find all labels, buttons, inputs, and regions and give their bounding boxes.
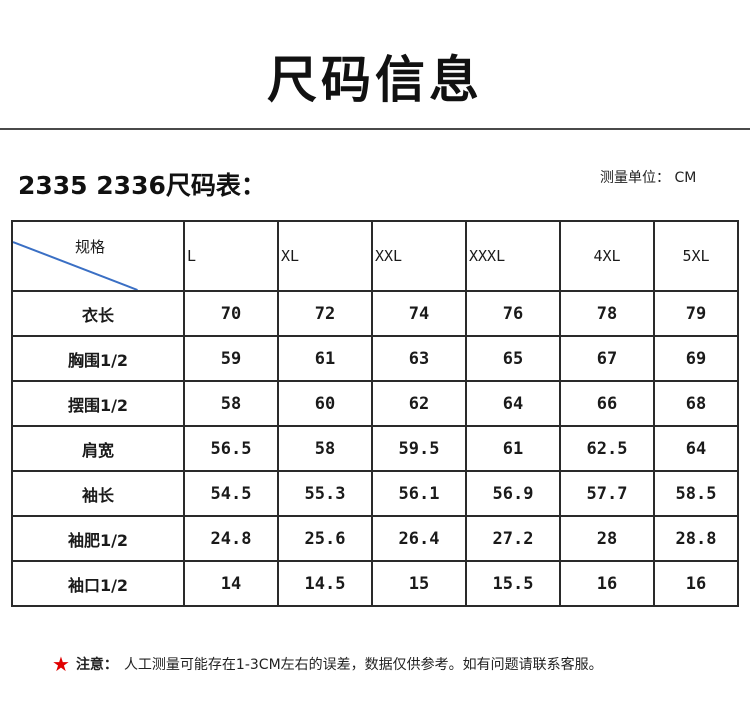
size-header-5xl: 5XL xyxy=(653,220,739,292)
table-cell: 56.9 xyxy=(465,470,561,517)
size-table-heading: 2335 2336尺码表： xyxy=(18,171,266,200)
note-label: 注意： xyxy=(75,657,118,673)
diagonal-line xyxy=(13,241,138,290)
page-title: 尺码信息 xyxy=(267,51,483,109)
table-cell: 14.5 xyxy=(277,560,373,607)
row-label: 肩宽 xyxy=(11,425,185,472)
table-cell: 66 xyxy=(559,380,655,427)
table-cell: 16 xyxy=(653,560,739,607)
table-cell: 57.7 xyxy=(559,470,655,517)
star-icon: ★ xyxy=(52,652,70,676)
table-cell: 55.3 xyxy=(277,470,373,517)
table-cell: 58 xyxy=(183,380,279,427)
table-row: 衣长 70 72 74 76 78 79 xyxy=(11,290,739,337)
table-cell: 28.8 xyxy=(653,515,739,562)
table-cell: 28 xyxy=(559,515,655,562)
size-chart-table: 规格 L XL XXL XXXL 4XL 5XL 衣长 70 72 74 76 … xyxy=(11,220,739,607)
table-row: 肩宽 56.5 58 59.5 61 62.5 64 xyxy=(11,425,739,472)
table-cell: 15.5 xyxy=(465,560,561,607)
size-header-xl: XL xyxy=(277,220,373,292)
size-header-l: L xyxy=(183,220,279,292)
table-cell: 60 xyxy=(277,380,373,427)
table-cell: 72 xyxy=(277,290,373,337)
corner-cell: 规格 xyxy=(11,220,185,292)
table-cell: 65 xyxy=(465,335,561,382)
table-cell: 56.5 xyxy=(183,425,279,472)
table-cell: 16 xyxy=(559,560,655,607)
row-label: 胸围1/2 xyxy=(11,335,185,382)
size-header-xxxl: XXXL xyxy=(465,220,561,292)
table-cell: 59.5 xyxy=(371,425,467,472)
table-header-row: 规格 L XL XXL XXXL 4XL 5XL xyxy=(11,220,739,292)
table-cell: 63 xyxy=(371,335,467,382)
row-label: 衣长 xyxy=(11,290,185,337)
table-row: 袖肥1/2 24.8 25.6 26.4 27.2 28 28.8 xyxy=(11,515,739,562)
table-cell: 27.2 xyxy=(465,515,561,562)
table-cell: 64 xyxy=(653,425,739,472)
table-row: 胸围1/2 59 61 63 65 67 69 xyxy=(11,335,739,382)
table-cell: 59 xyxy=(183,335,279,382)
table-cell: 62.5 xyxy=(559,425,655,472)
table-row: 摆围1/2 58 60 62 64 66 68 xyxy=(11,380,739,427)
row-label: 摆围1/2 xyxy=(11,380,185,427)
table-cell: 78 xyxy=(559,290,655,337)
table-cell: 79 xyxy=(653,290,739,337)
table-cell: 14 xyxy=(183,560,279,607)
table-cell: 69 xyxy=(653,335,739,382)
table-cell: 25.6 xyxy=(277,515,373,562)
table-cell: 15 xyxy=(371,560,467,607)
table-cell: 61 xyxy=(277,335,373,382)
size-header-4xl: 4XL xyxy=(559,220,655,292)
table-cell: 70 xyxy=(183,290,279,337)
table-cell: 61 xyxy=(465,425,561,472)
table-row: 袖长 54.5 55.3 56.1 56.9 57.7 58.5 xyxy=(11,470,739,517)
table-cell: 64 xyxy=(465,380,561,427)
table-cell: 26.4 xyxy=(371,515,467,562)
table-cell: 68 xyxy=(653,380,739,427)
row-label: 袖长 xyxy=(11,470,185,517)
table-cell: 54.5 xyxy=(183,470,279,517)
row-label: 袖肥1/2 xyxy=(11,515,185,562)
measurement-unit: 测量单位： CM xyxy=(600,170,697,186)
size-header-xxl: XXL xyxy=(371,220,467,292)
table-cell: 74 xyxy=(371,290,467,337)
table-cell: 67 xyxy=(559,335,655,382)
disclaimer-note: ★ 注意： 人工测量可能存在1-3CM左右的误差，数据仅供参考。如有问题请联系客服。 xyxy=(52,652,603,676)
table-cell: 24.8 xyxy=(183,515,279,562)
table-cell: 58 xyxy=(277,425,373,472)
table-cell: 76 xyxy=(465,290,561,337)
table-cell: 58.5 xyxy=(653,470,739,517)
note-text: 人工测量可能存在1-3CM左右的误差，数据仅供参考。如有问题请联系客服。 xyxy=(123,657,603,673)
table-row: 袖口1/2 14 14.5 15 15.5 16 16 xyxy=(11,560,739,607)
table-cell: 62 xyxy=(371,380,467,427)
row-label: 袖口1/2 xyxy=(11,560,185,607)
title-divider xyxy=(0,128,750,130)
table-cell: 56.1 xyxy=(371,470,467,517)
corner-label: 规格 xyxy=(75,238,106,256)
